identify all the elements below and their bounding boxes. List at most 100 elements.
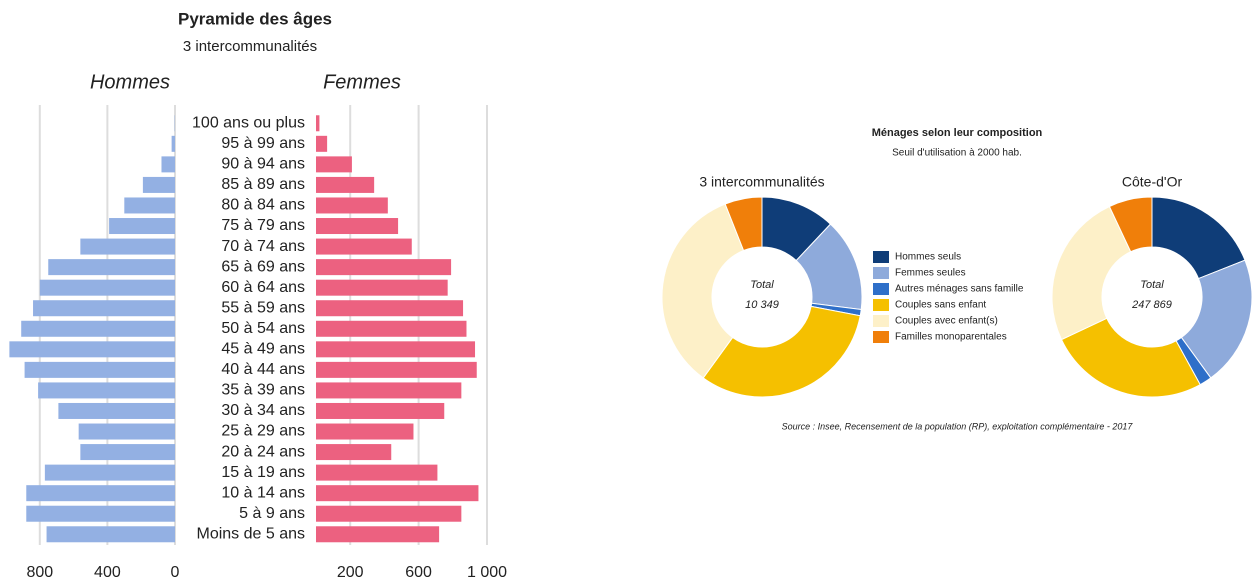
y-tick-label: 55 à 59 ans [221, 299, 305, 316]
y-tick-label: 35 à 39 ans [221, 382, 305, 399]
bar [48, 259, 175, 276]
y-tick-label: 80 à 84 ans [221, 197, 305, 214]
y-tick-label: 65 à 69 ans [221, 258, 305, 275]
legend-swatch [873, 315, 889, 327]
bar [26, 505, 176, 522]
y-tick-label: 25 à 29 ans [221, 423, 305, 440]
bar [316, 341, 476, 358]
pie-title: 3 intercommunalités [699, 174, 824, 190]
y-tick-label: Moins de 5 ans [196, 525, 305, 542]
bar [80, 238, 175, 255]
bar [171, 135, 175, 152]
donut-segment [661, 203, 745, 379]
total-label: Total [750, 279, 774, 291]
bar [316, 320, 467, 337]
chart-subtitle: 3 intercommunalités [183, 38, 317, 55]
bar [316, 505, 462, 522]
x-tick-label: 800 [26, 564, 53, 581]
y-tick-label: 60 à 64 ans [221, 279, 305, 296]
bar [78, 423, 175, 440]
total-value: 10 349 [745, 299, 779, 311]
donut-segment [724, 196, 763, 252]
bar [80, 444, 175, 461]
donut-segment [1051, 205, 1132, 341]
y-tick-label: 90 à 94 ans [221, 156, 305, 173]
bar [316, 135, 328, 152]
y-tick-label: 45 à 49 ans [221, 341, 305, 358]
total-label: Total [1140, 279, 1164, 291]
bar [109, 218, 175, 235]
donut-segment [1108, 196, 1153, 253]
x-tick-label: 600 [405, 564, 432, 581]
legend-label: Hommes [90, 71, 170, 93]
legend-label: Hommes seuls [895, 252, 961, 263]
chart-title: Ménages selon leur composition [872, 127, 1043, 139]
legend-swatch [873, 251, 889, 263]
bar [316, 279, 448, 296]
bar [161, 156, 175, 173]
bar [9, 341, 175, 358]
x-tick-label: 0 [171, 564, 180, 581]
x-tick-label: 200 [337, 564, 364, 581]
y-tick-label: 5 à 9 ans [239, 505, 305, 522]
y-tick-label: 100 ans ou plus [192, 114, 305, 131]
bar [316, 402, 445, 419]
bar [24, 361, 176, 378]
x-tick-label: 1 000 [467, 564, 507, 581]
legend-label: Couples avec enfant(s) [895, 316, 998, 327]
y-tick-label: 75 à 79 ans [221, 217, 305, 234]
y-tick-label: 70 à 74 ans [221, 238, 305, 255]
bar [26, 485, 176, 502]
bar [39, 279, 175, 296]
legend-label: Couples sans enfant [895, 300, 986, 311]
source-note: Source : Insee, Recensement de la popula… [782, 421, 1134, 431]
bar [33, 300, 175, 317]
bar [316, 361, 477, 378]
legend-label: Femmes seules [895, 268, 966, 279]
bar [316, 218, 399, 235]
bar [316, 197, 388, 214]
total-value: 247 869 [1131, 299, 1172, 311]
legend-label: Autres ménages sans famille [895, 284, 1024, 295]
bar [316, 444, 392, 461]
y-tick-label: 95 à 99 ans [221, 135, 305, 152]
y-tick-label: 30 à 34 ans [221, 402, 305, 419]
y-tick-label: 10 à 14 ans [221, 484, 305, 501]
bar [124, 197, 175, 214]
bar [316, 259, 452, 276]
chart-title: Pyramide des âges [178, 9, 332, 28]
pie-title: Côte-d'Or [1122, 174, 1183, 190]
bar [316, 176, 375, 193]
y-tick-label: 50 à 54 ans [221, 320, 305, 337]
y-tick-label: 85 à 89 ans [221, 176, 305, 193]
donut-segment [1060, 317, 1201, 398]
legend-label: Familles monoparentales [895, 332, 1007, 343]
bar [316, 464, 438, 481]
bar [58, 402, 175, 419]
y-tick-label: 15 à 19 ans [221, 464, 305, 481]
bar [44, 464, 176, 481]
bar [316, 300, 464, 317]
legend-swatch [873, 283, 889, 295]
legend-swatch [873, 331, 889, 343]
x-tick-label: 400 [94, 564, 121, 581]
y-tick-label: 40 à 44 ans [221, 361, 305, 378]
legend-label: Femmes [323, 71, 401, 93]
y-tick-label: 20 à 24 ans [221, 443, 305, 460]
bar [316, 382, 462, 399]
bar [38, 382, 175, 399]
bar [316, 485, 479, 502]
donut-segment [702, 305, 861, 398]
bar [316, 156, 352, 173]
legend-swatch [873, 267, 889, 279]
bar [316, 423, 414, 440]
bar [46, 526, 176, 543]
chart-subtitle: Seuil d'utilisation à 2000 hab. [892, 148, 1022, 159]
bar [316, 115, 320, 132]
bar [316, 238, 412, 255]
bar [21, 320, 176, 337]
legend-swatch [873, 299, 889, 311]
bar [316, 526, 440, 543]
bar [142, 176, 175, 193]
